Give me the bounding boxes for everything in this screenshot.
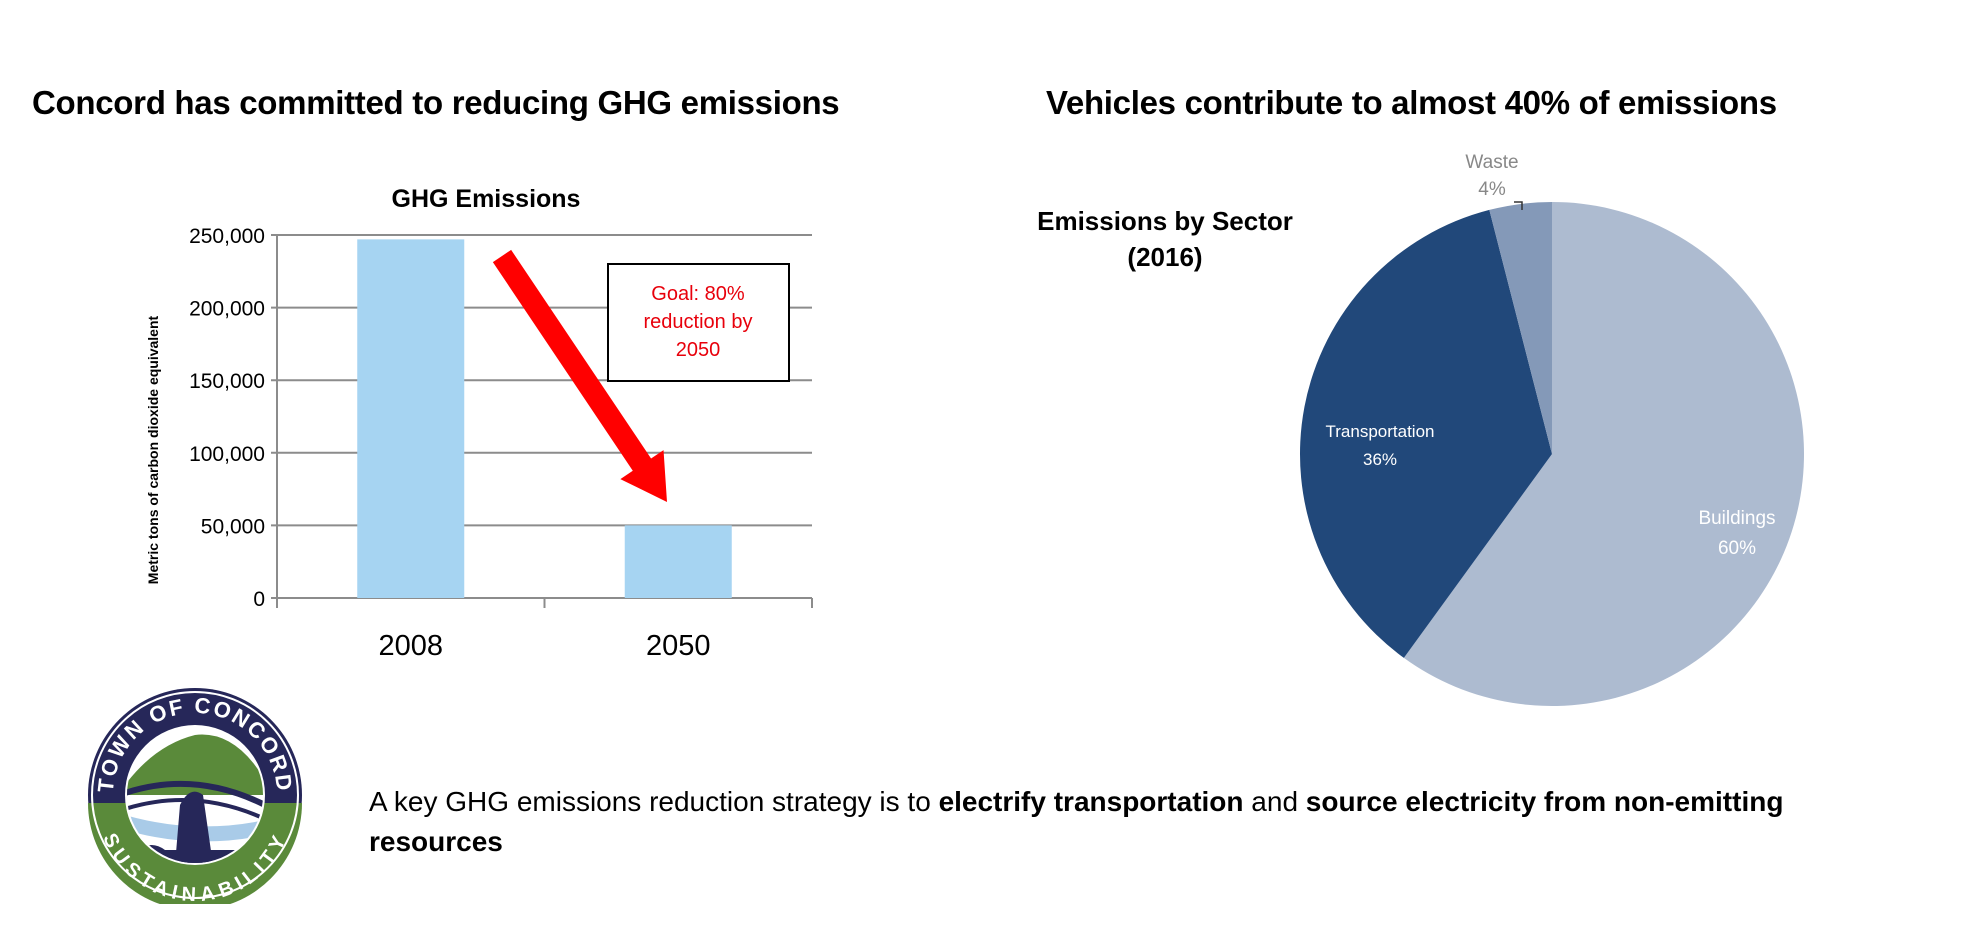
waste-leader-line — [1514, 201, 1523, 210]
statement-text-1: A key GHG emissions reduction strategy i… — [369, 786, 939, 817]
right-slide-title: Vehicles contribute to almost 40% of emi… — [1046, 84, 1777, 121]
town-of-concord-sustainability-logo: TOWN OF CONCORD SUSTAINABILITY — [88, 688, 302, 904]
left-slide-title: Concord has committed to reducing GHG em… — [32, 84, 840, 121]
x-tick-label: 2008 — [378, 630, 443, 662]
waste-pct: 4% — [1478, 179, 1506, 200]
transportation-pct: 36% — [1363, 450, 1397, 469]
y-tick-label: 200,000 — [189, 298, 265, 321]
buildings-pct: 60% — [1718, 538, 1756, 559]
y-axis-label: Metric tons of carbon dioxide equivalent — [145, 315, 161, 584]
reduction-arrow — [492, 249, 667, 502]
y-tick-label: 150,000 — [189, 370, 265, 393]
goal-line-3: 2050 — [676, 339, 721, 361]
strategy-statement: A key GHG emissions reduction strategy i… — [369, 782, 1869, 862]
statement-text-2: and — [1243, 786, 1306, 817]
pie-slice-buildings — [1403, 202, 1804, 706]
y-tick-label: 250,000 — [189, 225, 265, 248]
y-tick-label: 0 — [253, 588, 265, 611]
goal-line-2: reduction by — [644, 311, 753, 333]
emissions-pie-chart: Waste 4% Transportation 36% Buildings 60… — [1300, 152, 1804, 706]
pie-title-line-1: Emissions by Sector — [1037, 206, 1293, 236]
goal-annotation-box — [607, 263, 790, 382]
ghg-bar-chart: GHG Emissions Metric tons of carbon diox… — [145, 185, 813, 662]
goal-line-1: Goal: 80% — [651, 283, 745, 305]
statement-bold-1: electrify transportation — [938, 786, 1244, 817]
bar-2050 — [624, 525, 732, 598]
y-tick-label: 100,000 — [189, 443, 265, 466]
bar-2008 — [357, 239, 465, 598]
pie-title-line-2: (2016) — [1127, 242, 1203, 272]
waste-label: Waste — [1465, 152, 1518, 173]
transportation-label: Transportation — [1326, 422, 1435, 441]
x-tick-label: 2050 — [646, 630, 711, 662]
y-tick-label: 50,000 — [201, 515, 265, 538]
buildings-label: Buildings — [1698, 508, 1775, 529]
pie-slice-transportation — [1300, 209, 1552, 658]
statement-bold-2: source electricity from non-emitting res… — [369, 786, 1784, 857]
bar-chart-title: GHG Emissions — [392, 185, 581, 213]
pie-slice-waste — [1489, 202, 1552, 454]
